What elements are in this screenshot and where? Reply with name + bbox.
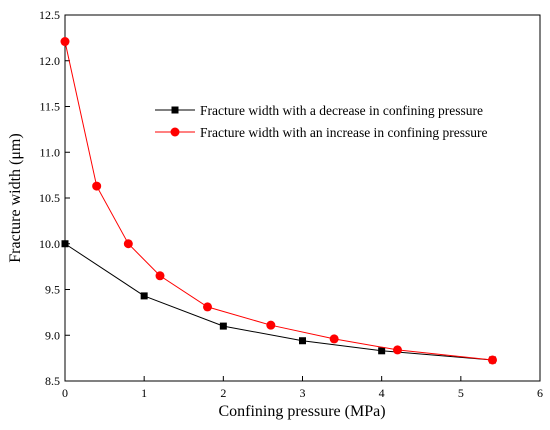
- series-2: [60, 37, 497, 365]
- x-tick-label: 4: [379, 386, 385, 400]
- y-tick-label: 11.0: [39, 145, 60, 159]
- y-axis-title: Fracture width (μm): [7, 133, 24, 262]
- series-line: [64, 243, 493, 361]
- data-point: [329, 334, 339, 344]
- data-point: [61, 240, 69, 248]
- x-tick-label: 3: [300, 386, 306, 400]
- legend-label: Fracture width with an increase in confi…: [200, 125, 488, 140]
- plot-area-frame: [64, 14, 541, 382]
- y-tick-label: 12.0: [39, 54, 60, 68]
- x-tick-label: 6: [537, 386, 543, 400]
- legend-entry: Fracture width with a decrease in confin…: [155, 103, 483, 118]
- data-point: [140, 292, 148, 300]
- y-tick-label: 9.0: [45, 328, 60, 342]
- data-point: [60, 37, 70, 47]
- legend-label: Fracture width with a decrease in confin…: [200, 103, 483, 118]
- y-tick-label: 12.5: [39, 8, 60, 22]
- data-point: [266, 320, 276, 330]
- data-point: [203, 302, 212, 312]
- data-point: [299, 337, 306, 345]
- series-line: [64, 41, 493, 361]
- data-point: [488, 355, 497, 365]
- data-point: [378, 347, 386, 355]
- y-tick-label: 8.5: [45, 374, 60, 388]
- y-tick-label: 11.5: [39, 100, 60, 114]
- data-point: [219, 322, 227, 330]
- x-axis-ticks: 0 1 2 3 4 5 6: [62, 376, 543, 400]
- x-tick-label: 0: [62, 386, 68, 400]
- data-point: [155, 271, 165, 281]
- data-point: [123, 239, 133, 249]
- series-1: [61, 240, 496, 364]
- series-layer: [60, 37, 497, 365]
- y-tick-label: 9.5: [45, 283, 60, 297]
- legend-marker: [170, 127, 180, 137]
- x-tick-label: 5: [458, 386, 464, 400]
- y-tick-label: 10.0: [39, 237, 60, 251]
- x-axis-title: Confining pressure (MPa): [218, 403, 385, 420]
- legend-marker: [171, 106, 179, 114]
- legend: Fracture width with a decrease in confin…: [155, 103, 488, 140]
- x-tick-label: 1: [141, 386, 147, 400]
- y-tick-label: 10.5: [39, 191, 60, 205]
- legend-entry: Fracture width with an increase in confi…: [155, 125, 488, 140]
- data-point: [393, 345, 402, 355]
- y-axis-ticks: 8.5 9.0 9.5 10.0 10.5 11.0 11.5 12.0 12.5: [39, 8, 70, 388]
- x-tick-label: 2: [220, 386, 226, 400]
- data-point: [92, 181, 102, 191]
